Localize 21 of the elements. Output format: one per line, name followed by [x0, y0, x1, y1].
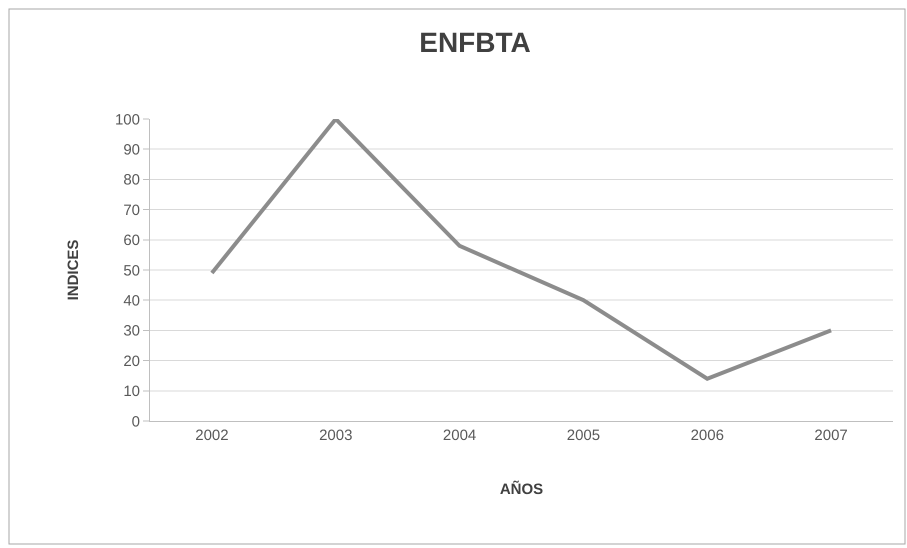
y-tick-label: 0: [132, 413, 140, 430]
x-tick-label: 2007: [814, 427, 848, 444]
chart-title: ENFBTA: [419, 26, 531, 58]
y-tick-label: 50: [123, 262, 140, 280]
x-tick-label: 2002: [195, 427, 229, 444]
y-tick-label: 80: [123, 172, 140, 189]
x-axis-title: AÑOS: [500, 480, 544, 498]
y-tick-label: 40: [123, 292, 140, 310]
y-tick-label: 10: [123, 383, 140, 400]
line-series: [210, 119, 834, 381]
x-tick-label: 2003: [319, 427, 352, 444]
x-tick-label: 2006: [690, 427, 724, 444]
y-axis-title: INDICES: [65, 240, 82, 300]
x-tick-label: 2005: [566, 427, 600, 444]
x-tick-label: 2004: [442, 427, 476, 444]
y-tick-label: 70: [123, 202, 140, 219]
y-tick-label: 60: [123, 232, 140, 250]
y-tick-label: 20: [123, 352, 140, 370]
y-tick-label: 30: [123, 322, 140, 340]
y-tick-label: 100: [114, 111, 140, 128]
y-tick-label: 90: [123, 141, 140, 158]
